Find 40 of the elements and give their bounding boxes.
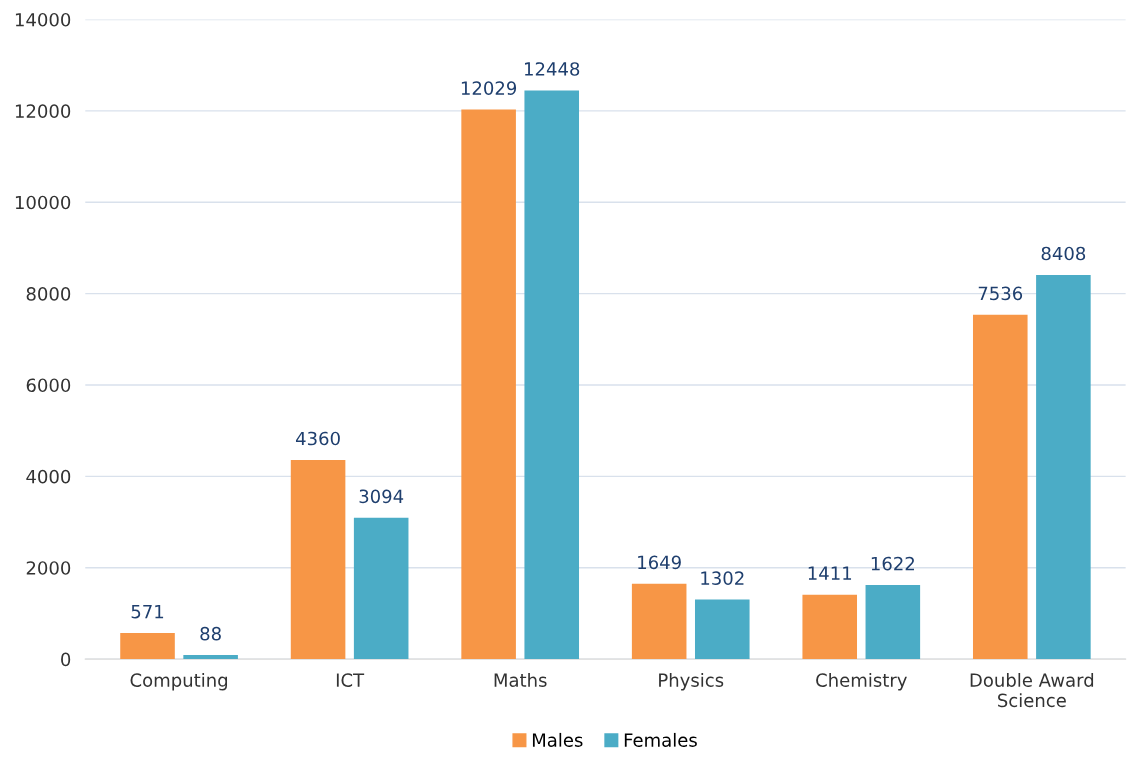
data-label: 3094: [359, 489, 404, 504]
x-tick-label: Double Award Science: [970, 672, 1094, 708]
bar: [972, 314, 1028, 660]
bar: [183, 655, 238, 660]
x-tick-label: Computing: [130, 672, 228, 691]
data-label: 1622: [871, 556, 914, 571]
bar: [802, 594, 858, 660]
bar: [1036, 274, 1091, 660]
bar: [353, 517, 409, 660]
y-tick-label: 8000: [26, 287, 71, 301]
bar: [290, 459, 346, 660]
y-tick-label: 2000: [26, 561, 71, 575]
y-tick-label: 6000: [26, 378, 71, 393]
y-tick-label: 12000: [15, 104, 71, 118]
bar: [461, 109, 516, 660]
bar: [631, 583, 687, 660]
x-tick-label: Chemistry: [816, 672, 907, 691]
data-label: 12029: [461, 81, 517, 95]
bar: [694, 599, 750, 660]
data-label: 1411: [808, 566, 852, 580]
bar: [865, 585, 921, 660]
data-label: 1302: [701, 571, 744, 586]
x-tick-label: Physics: [659, 672, 724, 691]
y-tick-label: 4000: [26, 469, 71, 484]
data-label: 4360: [295, 431, 340, 446]
y-tick-label: 0: [61, 652, 71, 667]
data-label: 1649: [638, 555, 681, 570]
legend-label: Males: [532, 732, 583, 747]
x-tick-label: ICT: [336, 673, 365, 687]
data-label: 571: [131, 604, 164, 619]
bar: [524, 90, 580, 660]
data-label: 8408: [1041, 246, 1086, 261]
data-label: 88: [200, 626, 221, 641]
y-tick-label: 10000: [15, 195, 71, 210]
data-label: 12448: [524, 62, 580, 76]
bar: [120, 633, 175, 660]
x-tick-label: Maths: [494, 672, 547, 687]
y-tick-label: 14000: [15, 12, 71, 27]
legend-label: Females: [624, 732, 697, 747]
data-label: 7536: [978, 286, 1023, 301]
